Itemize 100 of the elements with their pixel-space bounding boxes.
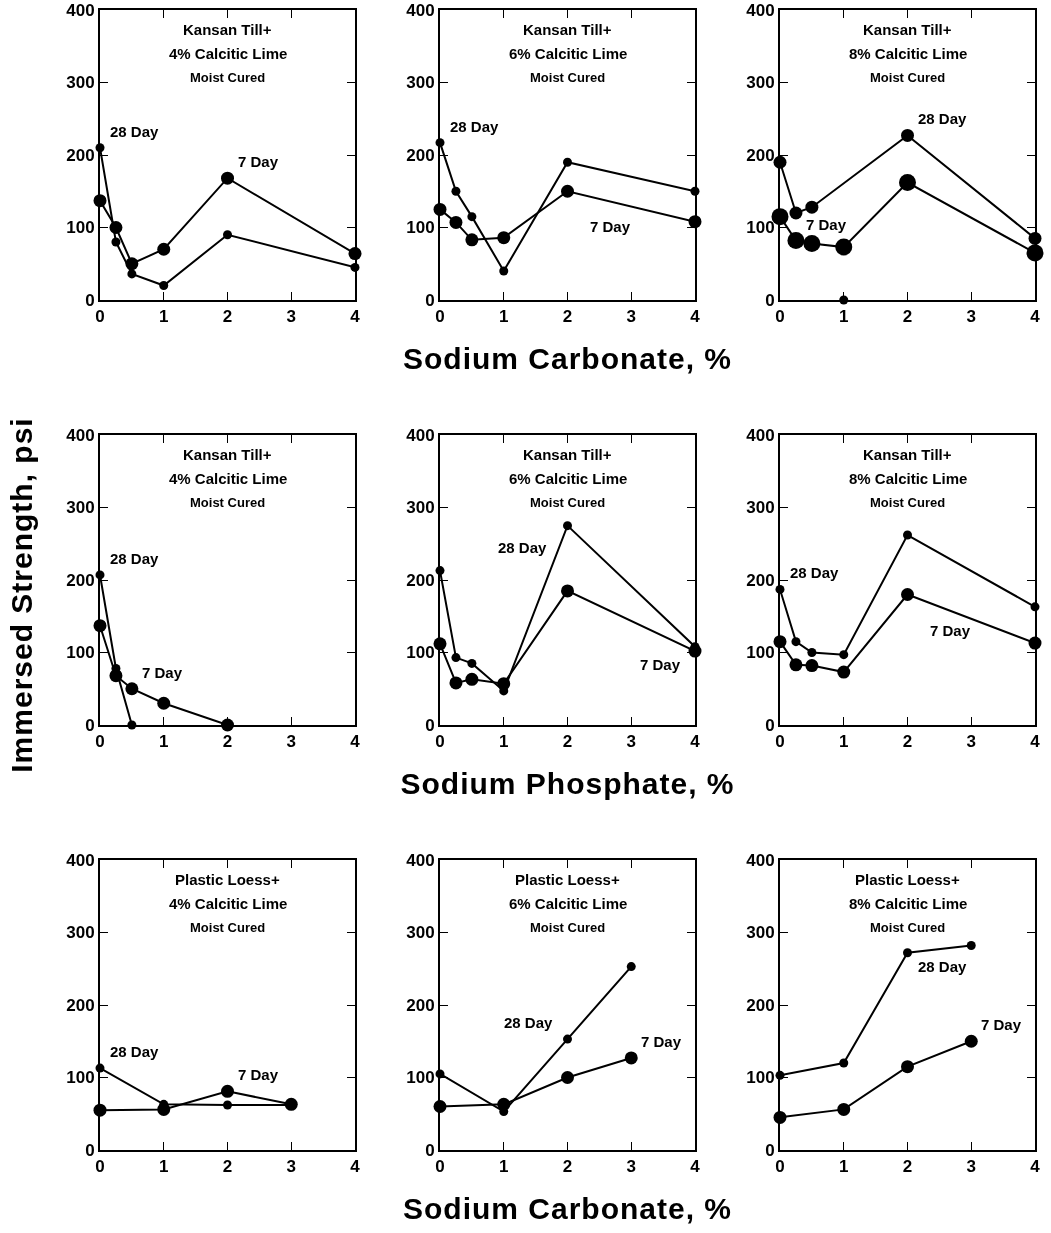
y-tick-label: 0 <box>85 1140 95 1160</box>
annotation: Moist Cured <box>530 70 606 85</box>
y-tick-label: 300 <box>406 73 435 93</box>
series-label: 7 Day <box>590 218 631 235</box>
y-tick-label: 300 <box>406 923 435 943</box>
y-tick-label: 100 <box>406 1068 435 1088</box>
y-tick-label: 400 <box>406 0 435 20</box>
y-tick-label: 400 <box>406 425 435 445</box>
legend-label: 7 Day <box>640 656 681 673</box>
x-tick-label: 2 <box>562 732 573 752</box>
y-tick-label: 400 <box>66 850 95 870</box>
x-tick-label: 3 <box>626 1157 636 1177</box>
y-tick-label: 0 <box>85 290 95 310</box>
series-label: 7 Day <box>238 153 279 170</box>
x-tick-label: 2 <box>222 307 233 327</box>
x-tick-label: 3 <box>286 1157 296 1177</box>
x-tick-label: 2 <box>562 307 573 327</box>
y-tick-label: 0 <box>425 1140 435 1160</box>
annotation: 6% Calcitic Lime <box>509 45 628 62</box>
x-tick-label: 3 <box>286 732 296 752</box>
x-axis-title: Sodium Carbonate, % <box>402 1192 733 1226</box>
x-tick-label: 2 <box>902 1157 913 1177</box>
y-tick-label: 100 <box>406 218 435 238</box>
annotation: Kansan Till+ <box>183 446 272 463</box>
annotation: 6% Calcitic Lime <box>509 895 628 912</box>
y-tick-label: 200 <box>746 145 775 165</box>
annotation: Moist Cured <box>870 920 946 935</box>
annotation: 4% Calcitic Lime <box>169 45 288 62</box>
y-tick-label: 400 <box>406 850 435 870</box>
y-tick-label: 0 <box>765 1140 775 1160</box>
annotation: Plastic Loess+ <box>515 871 620 888</box>
series-label: 28 Day <box>110 1043 160 1060</box>
annotation: Moist Cured <box>190 920 266 935</box>
y-axis-title: Immersed Strength, psi <box>5 417 39 773</box>
legend-label: 7 Day <box>981 1016 1022 1033</box>
series-label: 28 Day <box>918 110 968 127</box>
x-tick-label: 1 <box>839 732 849 752</box>
y-tick-label: 100 <box>66 1068 95 1088</box>
x-tick-label: 4 <box>1030 1157 1041 1177</box>
y-tick-label: 300 <box>746 498 775 518</box>
x-tick-label: 4 <box>350 307 361 327</box>
annotation: Moist Cured <box>870 70 946 85</box>
y-tick-label: 200 <box>746 570 775 590</box>
y-tick-label: 0 <box>425 290 435 310</box>
series-label: 28 Day <box>918 958 968 975</box>
y-tick-label: 0 <box>765 715 775 735</box>
series-label: 28 Day <box>110 550 160 567</box>
x-tick-label: 2 <box>222 1157 233 1177</box>
series-label: 28 Day <box>450 118 500 135</box>
annotation: Moist Cured <box>530 920 606 935</box>
y-tick-label: 100 <box>66 643 95 663</box>
series-label: 7 Day <box>806 216 847 233</box>
annotation: Moist Cured <box>190 495 266 510</box>
y-tick-label: 0 <box>765 290 775 310</box>
x-tick-label: 4 <box>690 307 701 327</box>
annotation: Moist Cured <box>530 495 606 510</box>
series-label: 28 Day <box>110 123 160 140</box>
x-tick-label: 4 <box>690 732 701 752</box>
x-tick-label: 1 <box>159 732 169 752</box>
x-tick-label: 1 <box>159 307 169 327</box>
annotation: 6% Calcitic Lime <box>509 470 628 487</box>
y-tick-label: 300 <box>406 498 435 518</box>
y-tick-label: 200 <box>406 995 435 1015</box>
x-tick-label: 2 <box>222 732 233 752</box>
x-tick-label: 1 <box>839 307 849 327</box>
x-tick-label: 4 <box>690 1157 701 1177</box>
x-tick-label: 2 <box>902 307 913 327</box>
x-tick-label: 2 <box>902 732 913 752</box>
y-tick-label: 400 <box>746 425 775 445</box>
annotation: Kansan Till+ <box>523 21 612 38</box>
x-tick-label: 3 <box>626 732 636 752</box>
y-tick-label: 200 <box>406 145 435 165</box>
y-tick-label: 300 <box>746 73 775 93</box>
series-label: 28 Day <box>504 1014 554 1031</box>
y-tick-label: 200 <box>66 570 95 590</box>
x-axis-title: Sodium Carbonate, % <box>402 342 733 376</box>
y-tick-label: 200 <box>66 995 95 1015</box>
y-tick-label: 0 <box>85 715 95 735</box>
annotation: 8% Calcitic Lime <box>849 45 968 62</box>
y-tick-label: 100 <box>746 218 775 238</box>
y-tick-label: 300 <box>66 73 95 93</box>
y-tick-label: 200 <box>746 995 775 1015</box>
x-tick-label: 4 <box>1030 307 1041 327</box>
y-tick-label: 100 <box>66 218 95 238</box>
y-tick-label: 400 <box>746 850 775 870</box>
y-tick-label: 200 <box>66 145 95 165</box>
x-tick-label: 4 <box>350 732 361 752</box>
annotation: 8% Calcitic Lime <box>849 470 968 487</box>
y-tick-label: 300 <box>746 923 775 943</box>
series-label: 7 Day <box>930 622 971 639</box>
x-tick-label: 1 <box>839 1157 849 1177</box>
y-tick-label: 300 <box>66 498 95 518</box>
annotation: Kansan Till+ <box>863 446 952 463</box>
y-tick-label: 300 <box>66 923 95 943</box>
y-tick-label: 100 <box>406 643 435 663</box>
x-tick-label: 3 <box>966 732 976 752</box>
y-tick-label: 200 <box>406 570 435 590</box>
y-tick-label: 100 <box>746 643 775 663</box>
x-tick-label: 3 <box>966 307 976 327</box>
annotation: Plastic Loess+ <box>175 871 280 888</box>
